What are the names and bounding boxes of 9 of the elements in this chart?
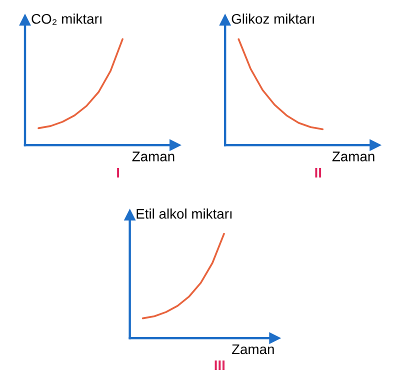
x-axis-title: Zaman bbox=[132, 152, 174, 162]
text: II bbox=[315, 168, 322, 178]
x-axis-title: Zaman bbox=[232, 344, 274, 354]
y-axis-title: Glikoz miktarı bbox=[232, 14, 314, 24]
y-axis-title: CO₂ miktarı bbox=[32, 14, 102, 25]
text: III bbox=[214, 360, 225, 370]
text: I bbox=[117, 168, 120, 178]
x-axis-title: Zaman bbox=[332, 152, 374, 162]
y-axis-title: Etil alkol miktarı bbox=[136, 208, 232, 219]
